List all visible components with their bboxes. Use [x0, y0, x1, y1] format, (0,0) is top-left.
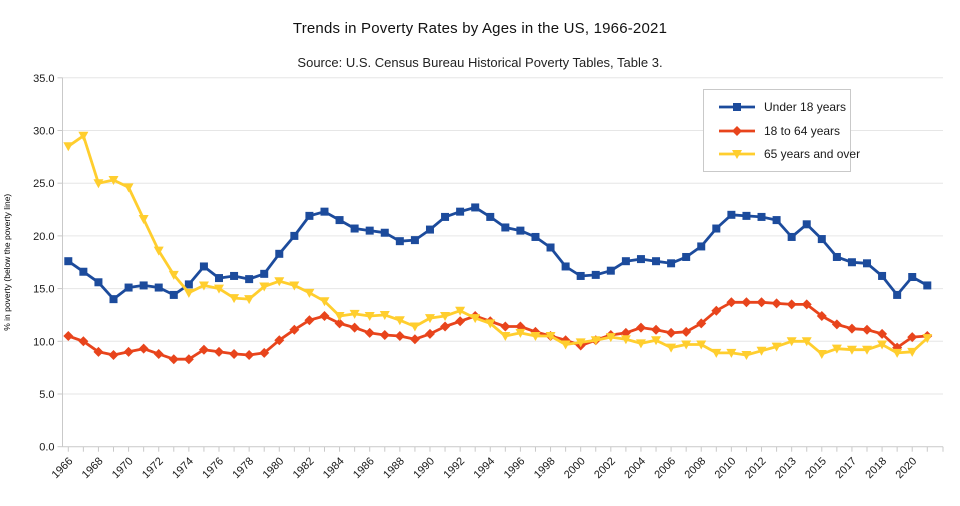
- svg-text:2000: 2000: [562, 455, 588, 481]
- svg-text:1968: 1968: [80, 455, 106, 481]
- svg-text:1978: 1978: [230, 455, 256, 481]
- svg-text:1996: 1996: [502, 455, 528, 481]
- svg-text:2002: 2002: [592, 455, 618, 481]
- svg-text:1982: 1982: [291, 455, 317, 481]
- svg-text:1988: 1988: [381, 455, 407, 481]
- legend-label-under-18: Under 18 years: [764, 99, 847, 114]
- chart-subtitle: Source: U.S. Census Bureau Historical Po…: [297, 55, 663, 70]
- svg-text:25.0: 25.0: [33, 178, 54, 190]
- svg-text:2010: 2010: [713, 455, 739, 481]
- svg-text:1994: 1994: [472, 455, 498, 481]
- x-axis-labels: 1966 1968 1970 1972 1974 1976 1978 1980 1982 1984…: [50, 455, 920, 481]
- svg-text:1976: 1976: [200, 455, 226, 481]
- svg-text:1966: 1966: [50, 455, 76, 481]
- svg-text:1990: 1990: [411, 455, 437, 481]
- svg-text:2008: 2008: [683, 455, 709, 481]
- chart-title: Trends in Poverty Rates by Ages in the U…: [292, 20, 668, 37]
- svg-text:5.0: 5.0: [39, 389, 54, 401]
- svg-text:2006: 2006: [652, 455, 678, 481]
- svg-text:30.0: 30.0: [33, 126, 54, 138]
- legend-swatch-18-to-64-icon: [719, 125, 755, 136]
- svg-text:1972: 1972: [140, 455, 166, 481]
- svg-text:2004: 2004: [622, 455, 648, 481]
- legend-item-under-18: Under 18 years: [717, 100, 850, 114]
- svg-text:1980: 1980: [261, 455, 287, 481]
- series-under-18-years: [64, 203, 932, 304]
- x-axis: [67, 446, 944, 452]
- svg-text:1970: 1970: [110, 455, 136, 481]
- svg-text:0.0: 0.0: [39, 442, 54, 454]
- svg-text:1974: 1974: [170, 455, 196, 481]
- svg-text:2013: 2013: [773, 455, 799, 481]
- series-65-years-and-over: [63, 131, 933, 361]
- svg-text:2015: 2015: [803, 455, 829, 481]
- svg-text:1998: 1998: [532, 455, 558, 481]
- legend-label-65-and-over: 65 years and over: [764, 147, 861, 162]
- legend-item-18-to-64: 18 to 64 years: [717, 124, 850, 138]
- svg-text:35.0: 35.0: [33, 73, 54, 85]
- svg-text:10.0: 10.0: [33, 336, 54, 348]
- svg-text:15.0: 15.0: [33, 284, 54, 296]
- legend-swatch-65-and-over-icon: [719, 150, 755, 160]
- svg-text:1986: 1986: [351, 455, 377, 481]
- legend-label-18-to-64: 18 to 64 years: [764, 123, 841, 138]
- svg-text:2018: 2018: [863, 455, 889, 481]
- legend-item-65-and-over: 65 years and over: [717, 147, 860, 161]
- svg-text:20.0: 20.0: [33, 231, 54, 243]
- svg-text:2020: 2020: [894, 455, 920, 481]
- svg-text:1992: 1992: [441, 455, 467, 481]
- y-axis-title: % in poverty (below the poverty line): [2, 194, 12, 331]
- legend: Under 18 years 18 to 64 years 65 years a…: [703, 89, 860, 172]
- svg-text:2012: 2012: [743, 455, 769, 481]
- svg-text:1984: 1984: [321, 455, 347, 481]
- y-axis-labels: 0.0 5.0 10.0 15.0 20.0 25.0 30.0 35.0: [33, 73, 54, 454]
- legend-swatch-under-18-icon: [719, 102, 755, 111]
- svg-text:2017: 2017: [833, 455, 859, 481]
